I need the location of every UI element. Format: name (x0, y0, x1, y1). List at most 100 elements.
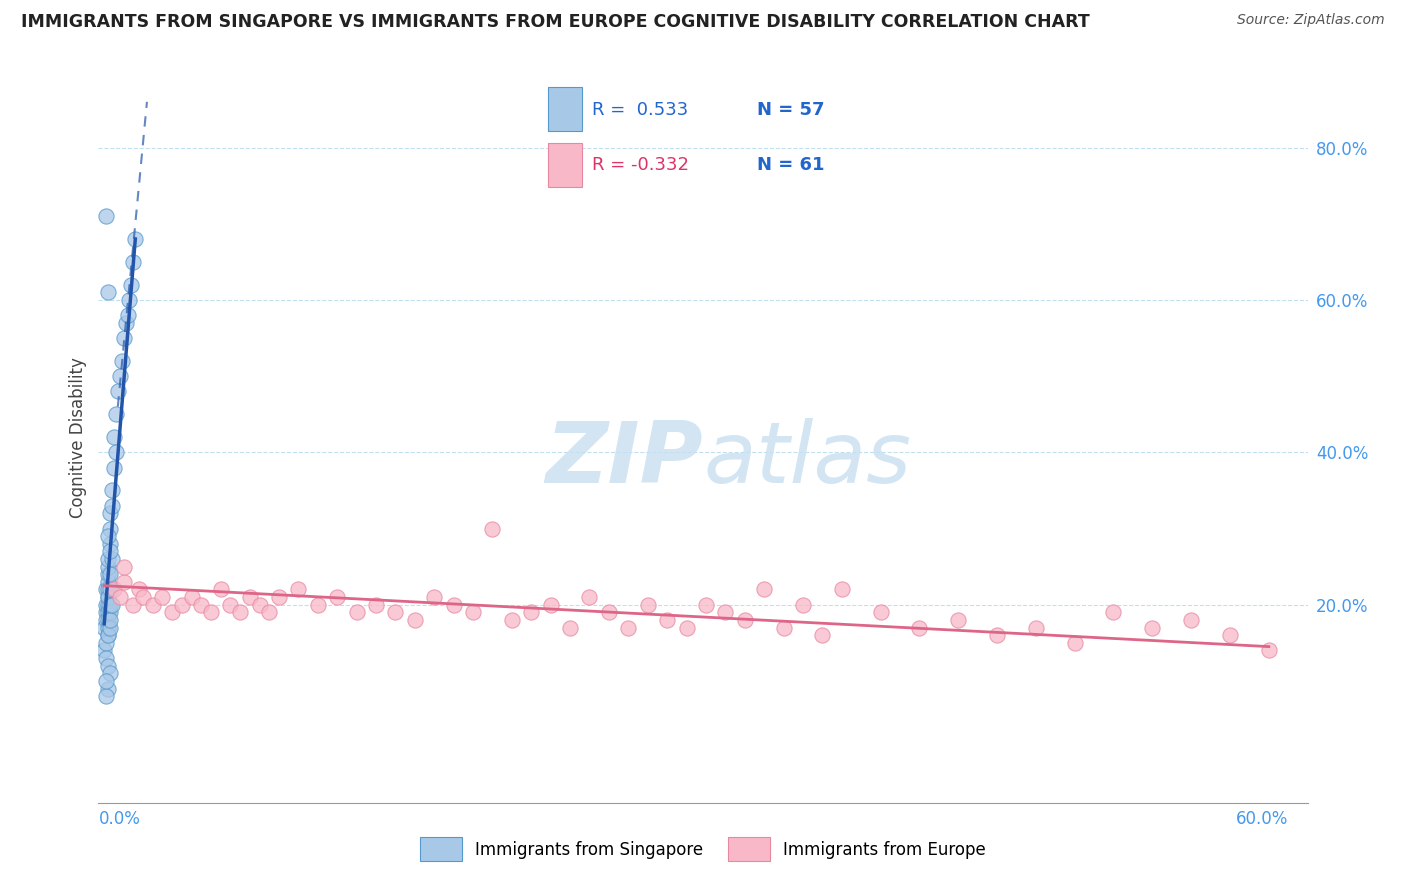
Point (364, 598, 387, 612)
Point (108, 590, 131, 604)
Point (831, 582, 853, 597)
Point (96, 582, 118, 597)
Point (96, 613, 118, 627)
Point (948, 613, 970, 627)
Point (520, 605, 543, 619)
Point (101, 598, 124, 612)
Point (103, 430, 125, 444)
Y-axis label: Cognitive Disability: Cognitive Disability (69, 357, 87, 517)
Point (118, 293, 141, 307)
Point (96, 689, 118, 703)
Point (97, 613, 120, 627)
Point (986, 628, 1008, 642)
Point (97, 529, 120, 543)
Point (117, 308, 139, 322)
Point (152, 590, 174, 604)
Bar (548, 143, 582, 187)
Point (1219, 628, 1241, 642)
Point (481, 521, 503, 535)
Point (96, 209, 118, 223)
Point (1257, 643, 1279, 657)
Point (170, 598, 193, 612)
Point (326, 590, 349, 604)
Point (97, 559, 120, 574)
Point (122, 598, 145, 612)
Point (114, 316, 136, 330)
Text: Source: ZipAtlas.com: Source: ZipAtlas.com (1237, 13, 1385, 28)
Point (96, 673, 118, 688)
Point (111, 354, 134, 368)
Point (1025, 621, 1047, 635)
Point (128, 582, 150, 597)
Point (101, 499, 124, 513)
Point (190, 598, 212, 612)
Point (98, 613, 121, 627)
Point (578, 590, 600, 604)
Point (96, 636, 118, 650)
Point (908, 621, 931, 635)
Point (93, 643, 115, 657)
Point (96, 605, 118, 619)
Text: IMMIGRANTS FROM SINGAPORE VS IMMIGRANTS FROM EUROPE COGNITIVE DISABILITY CORRELA: IMMIGRANTS FROM SINGAPORE VS IMMIGRANTS … (21, 13, 1090, 31)
Point (98, 666, 121, 681)
Point (122, 255, 145, 269)
Point (617, 621, 640, 635)
Point (772, 621, 794, 635)
Point (558, 621, 581, 635)
Bar (548, 87, 582, 131)
Point (98, 598, 121, 612)
Point (98, 621, 121, 635)
Point (734, 613, 756, 627)
Point (103, 460, 125, 475)
Point (97, 552, 120, 566)
Point (112, 559, 135, 574)
Point (97, 590, 120, 604)
Point (423, 590, 446, 604)
Point (98, 521, 121, 535)
Point (1180, 613, 1202, 627)
Point (120, 277, 142, 292)
Point (97, 628, 120, 642)
Point (239, 590, 262, 604)
Point (101, 552, 124, 566)
Point (97, 285, 120, 300)
Point (98, 506, 121, 520)
Point (404, 613, 426, 627)
Point (461, 605, 484, 619)
Point (108, 369, 131, 384)
Point (792, 598, 814, 612)
Point (97, 582, 120, 597)
Legend: Immigrants from Singapore, Immigrants from Europe: Immigrants from Singapore, Immigrants fr… (413, 830, 993, 868)
Text: 60.0%: 60.0% (1236, 811, 1288, 829)
Point (257, 605, 280, 619)
Point (752, 582, 775, 597)
Point (675, 621, 697, 635)
Point (869, 605, 891, 619)
Text: R =  0.533: R = 0.533 (592, 102, 688, 120)
Point (714, 605, 737, 619)
Point (98, 537, 121, 551)
Point (112, 574, 135, 589)
Point (93, 621, 115, 635)
Point (219, 598, 242, 612)
Point (98, 582, 121, 597)
Point (1142, 621, 1164, 635)
Point (209, 582, 232, 597)
Text: ZIP: ZIP (546, 417, 703, 500)
Point (249, 598, 271, 612)
Point (695, 598, 717, 612)
Point (96, 651, 118, 665)
Point (97, 574, 120, 589)
Point (97, 605, 120, 619)
Point (112, 331, 135, 345)
Point (287, 582, 309, 597)
Point (384, 605, 406, 619)
Point (598, 605, 620, 619)
Point (98, 567, 121, 582)
Point (443, 598, 465, 612)
Text: 0.0%: 0.0% (98, 811, 141, 829)
Point (307, 598, 329, 612)
Text: N = 61: N = 61 (756, 156, 824, 174)
Point (655, 613, 678, 627)
Point (97, 621, 120, 635)
